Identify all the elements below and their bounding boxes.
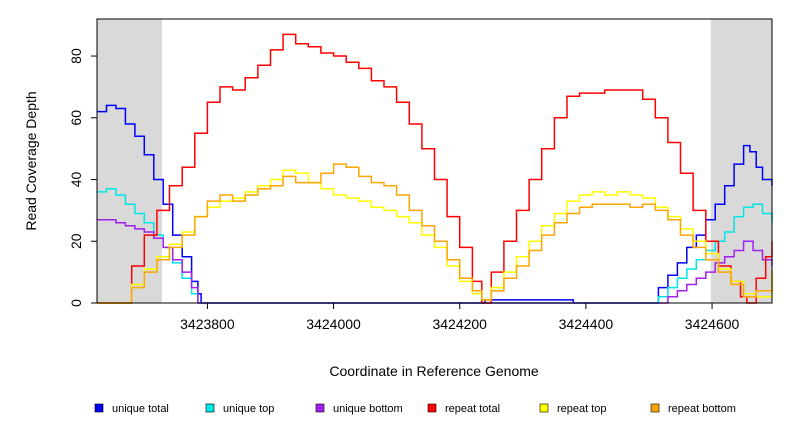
y-tick-label: 20	[68, 233, 84, 249]
y-tick-label: 0	[68, 299, 84, 307]
legend-swatch	[94, 403, 104, 413]
legend-label: unique bottom	[333, 403, 403, 415]
y-tick-label: 40	[68, 172, 84, 188]
x-tick-label: 3424400	[559, 316, 614, 332]
legend: unique total unique top unique bottom repea…	[94, 403, 736, 415]
series-lines	[97, 33, 773, 304]
y-axis-label: Read Coverage Depth	[23, 91, 39, 230]
series-line-repeat-total	[97, 33, 773, 304]
x-tick-label: 3424600	[685, 316, 740, 332]
legend-swatch	[205, 403, 215, 413]
legend-label: repeat total	[445, 403, 500, 415]
legend-swatch	[650, 403, 660, 413]
legend-label: unique top	[223, 403, 274, 415]
x-axis: 3423800 3424000 3424200 3424400 3424600	[180, 302, 740, 332]
x-tick-label: 3424000	[306, 316, 361, 332]
legend-item: unique bottom	[315, 403, 403, 415]
y-tick-label: 60	[68, 110, 84, 126]
legend-item: unique total	[94, 403, 169, 415]
legend-swatch	[427, 403, 437, 413]
legend-label: unique total	[112, 403, 169, 415]
legend-swatch	[539, 403, 549, 413]
shaded-regions	[97, 19, 772, 303]
legend-item: repeat bottom	[650, 403, 736, 415]
x-tick-label: 3423800	[180, 316, 235, 332]
legend-label: repeat top	[557, 403, 607, 415]
legend-item: repeat total	[427, 403, 500, 415]
series-line-repeat-bottom	[97, 163, 773, 304]
x-tick-label: 3424200	[432, 316, 487, 332]
x-axis-label: Coordinate in Reference Genome	[329, 363, 539, 379]
legend-item: repeat top	[539, 403, 607, 415]
legend-swatch	[315, 403, 325, 413]
shaded-region-1	[97, 19, 162, 303]
series-line-unique-top	[97, 188, 773, 304]
series-line-unique-total	[97, 104, 773, 304]
legend-label: repeat bottom	[668, 403, 736, 415]
y-tick-label: 80	[68, 48, 84, 64]
y-axis: 0 20 40 60 80	[68, 48, 97, 307]
legend-item: unique top	[205, 403, 274, 415]
